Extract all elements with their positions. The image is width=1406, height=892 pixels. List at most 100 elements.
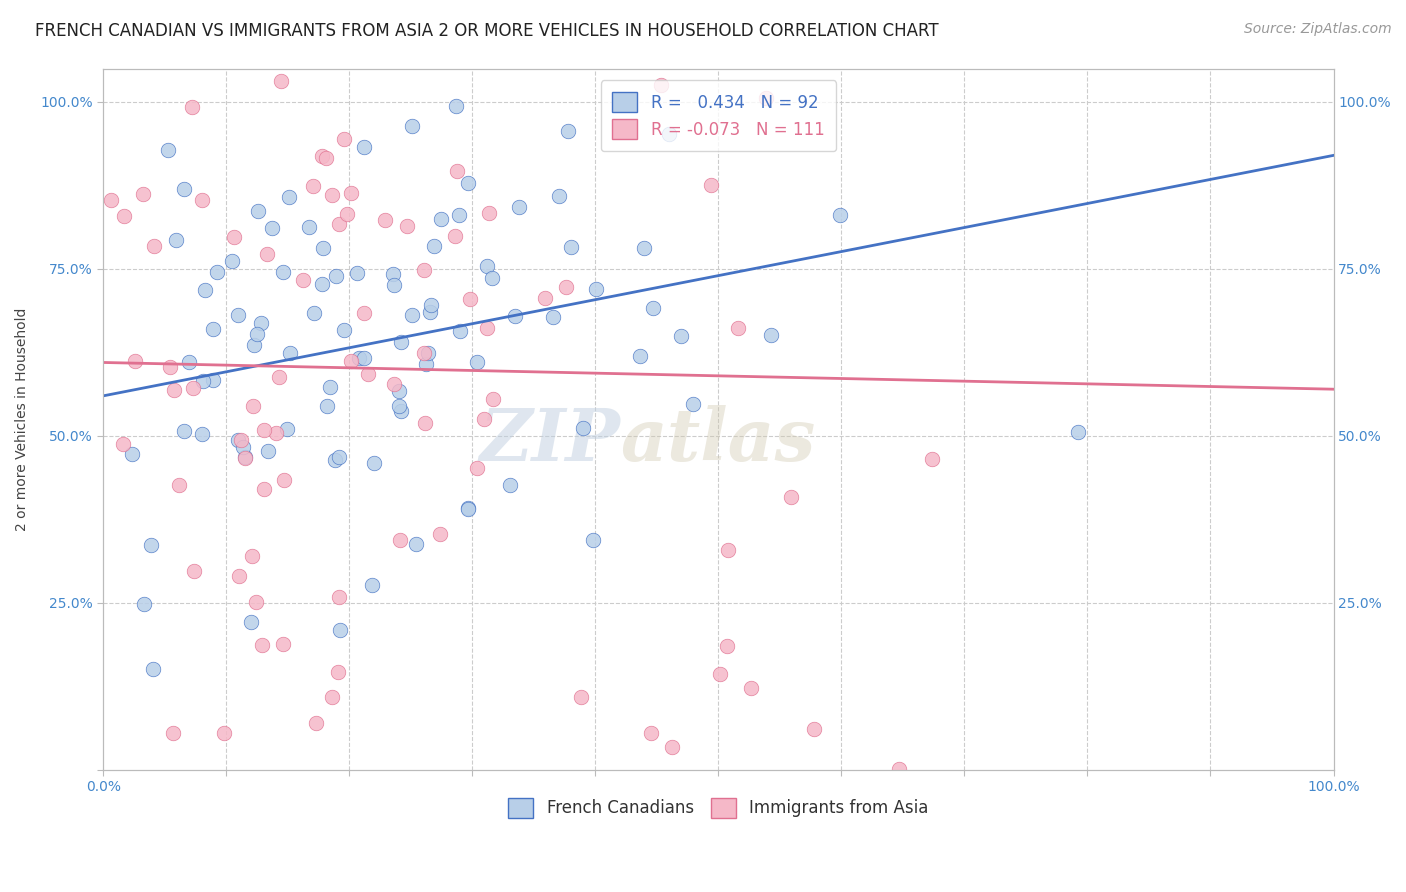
Point (132, 597, 155, 611)
Text: Source: ZipAtlas.com: Source: ZipAtlas.com (1244, 22, 1392, 37)
Point (682, 397, 704, 411)
Point (304, 305, 326, 319)
Point (457, 176, 479, 190)
Point (242, 788, 264, 802)
Point (430, 211, 453, 226)
Point (267, 370, 290, 384)
Point (233, 450, 256, 464)
Point (1066, 425, 1088, 439)
Point (444, 228, 467, 243)
Point (340, 186, 363, 200)
Point (266, 426, 288, 441)
Point (381, 267, 404, 281)
Point (100, 194, 122, 208)
Legend: French Canadians, Immigrants from Asia: French Canadians, Immigrants from Asia (502, 791, 935, 825)
Point (321, 188, 343, 202)
Point (481, 271, 503, 285)
Point (257, 444, 280, 458)
Point (388, 384, 411, 398)
Point (142, 662, 165, 676)
Point (717, 543, 740, 558)
Point (533, 291, 555, 305)
Point (312, 241, 335, 255)
Text: atlas: atlas (620, 405, 815, 475)
Point (475, 321, 498, 335)
Point (233, 450, 256, 465)
Point (229, 434, 252, 448)
Point (190, 193, 212, 207)
Point (326, 665, 349, 679)
Point (560, 240, 582, 254)
Point (328, 591, 350, 605)
Point (205, 264, 228, 278)
Point (211, 858, 233, 872)
Point (572, 421, 595, 435)
Point (416, 346, 439, 360)
Point (761, 328, 783, 343)
Point (389, 334, 412, 349)
Point (457, 501, 479, 516)
Point (221, 253, 243, 268)
Point (419, 298, 441, 312)
Point (440, 788, 463, 802)
Point (256, 247, 278, 261)
Point (447, 208, 470, 222)
Point (191, 427, 214, 442)
Point (388, 400, 411, 414)
Point (661, 739, 683, 754)
Point (458, 293, 481, 307)
Point (222, 230, 245, 244)
Point (315, 151, 337, 165)
Point (605, 29, 627, 43)
Point (260, 221, 283, 235)
Point (276, 422, 298, 436)
Point (278, 346, 301, 360)
Point (302, 179, 325, 194)
Point (415, 357, 437, 371)
Point (524, 850, 547, 864)
Point (305, 716, 328, 731)
Point (201, 321, 224, 335)
Point (363, 456, 385, 470)
Point (569, 690, 592, 704)
Point (253, 483, 276, 497)
Point (277, 190, 299, 204)
Point (401, 119, 423, 133)
Point (361, 577, 384, 591)
Point (329, 801, 352, 815)
Text: FRENCH CANADIAN VS IMMIGRANTS FROM ASIA 2 OR MORE VEHICLES IN HOUSEHOLD CORRELAT: FRENCH CANADIAN VS IMMIGRANTS FROM ASIA … (35, 22, 939, 40)
Point (112, 209, 135, 223)
Point (212, 726, 235, 740)
Point (298, 220, 321, 235)
Point (628, 349, 651, 363)
Point (243, 337, 266, 351)
Point (321, 690, 343, 704)
Point (177, 355, 200, 369)
Point (159, 359, 181, 374)
Point (717, 18, 740, 32)
Point (162, 726, 184, 740)
Point (388, 533, 411, 547)
Point (336, 207, 359, 221)
Point (183, 564, 205, 578)
Point (633, 241, 655, 255)
Point (311, 277, 333, 292)
Point (640, 726, 662, 740)
Point (740, 681, 762, 695)
Point (193, 374, 215, 388)
Point (401, 308, 423, 322)
Point (271, 637, 294, 651)
Point (547, 189, 569, 203)
Point (754, 91, 776, 105)
Point (475, 260, 498, 274)
Point (228, 308, 250, 322)
Point (181, 381, 204, 395)
Point (709, 667, 731, 681)
Point (347, 351, 370, 365)
Point (201, 373, 224, 387)
Point (554, 280, 576, 294)
Point (650, 78, 672, 92)
Point (340, 353, 363, 368)
Point (246, 327, 269, 342)
Point (181, 100, 204, 114)
